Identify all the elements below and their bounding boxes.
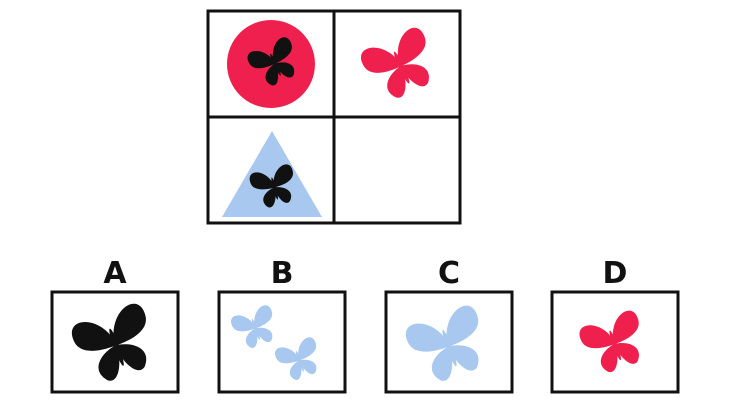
option-c[interactable]: C [384, 256, 514, 394]
option-label: A [103, 256, 127, 291]
option-a[interactable]: A [50, 256, 180, 394]
option-label: B [271, 256, 294, 291]
option-label: C [438, 256, 460, 291]
option-d[interactable]: D [550, 256, 680, 394]
option-label: D [603, 256, 628, 291]
option-box [550, 290, 680, 394]
option-b[interactable]: B [217, 256, 347, 394]
option-box [217, 290, 347, 394]
blue-triangle [222, 131, 322, 217]
matrix [206, 9, 462, 225]
